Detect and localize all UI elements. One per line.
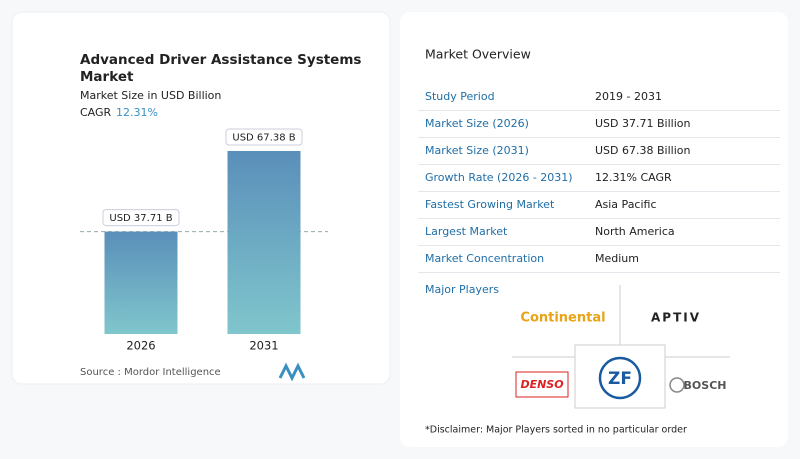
logo-aptiv: APTIV	[651, 311, 701, 325]
overview-label: Market Size (2026)	[425, 117, 529, 130]
denso-frame	[515, 371, 569, 398]
chart-subtitle: Market Size in USD Billion	[80, 89, 221, 102]
overview-value: 2019 - 2031	[595, 90, 662, 103]
logo-bosch: BOSCH	[684, 379, 727, 392]
value-label-box	[225, 128, 303, 146]
overview-value: Asia Pacific	[595, 198, 657, 211]
overview-title: Market Overview	[425, 47, 531, 62]
bar	[227, 151, 301, 334]
overview-label: Market Concentration	[425, 252, 544, 265]
overview-card	[400, 12, 788, 447]
overview-label: Study Period	[425, 90, 495, 103]
zf-circle	[598, 356, 642, 400]
value-label-box	[102, 209, 180, 227]
logo-continental: Continental	[520, 311, 605, 326]
x-tick-label: 2031	[249, 339, 278, 353]
logo-denso: DENSO	[520, 378, 563, 391]
overview-label: Growth Rate (2026 - 2031)	[425, 171, 573, 184]
x-tick-label: 2026	[126, 339, 155, 353]
overview-label: Market Size (2031)	[425, 144, 529, 157]
disclaimer: *Disclaimer: Major Players sorted in no …	[425, 425, 687, 436]
value-label: USD 37.71 B	[109, 213, 172, 224]
bosch-circle	[669, 377, 685, 393]
players-title: Major Players	[425, 283, 499, 296]
overview-value: USD 67.38 Billion	[595, 144, 690, 157]
overview-value: North America	[595, 225, 675, 238]
cagr-label: CAGR	[80, 106, 112, 119]
brand-logo	[278, 362, 306, 382]
logo-zf: ZF	[608, 369, 632, 389]
overview-label: Fastest Growing Market	[425, 198, 555, 211]
overview-value: USD 37.71 Billion	[595, 117, 690, 130]
chart-title: Advanced Driver Assistance Systems Marke…	[80, 52, 366, 85]
overview-value: Medium	[595, 252, 639, 265]
value-label: USD 67.38 B	[232, 133, 295, 144]
overview-label: Largest Market	[425, 225, 508, 238]
bar	[104, 231, 178, 334]
overview-value: 12.31% CAGR	[595, 171, 672, 184]
cagr-value: 12.31%	[116, 106, 158, 119]
source: Source : Mordor Intelligence	[80, 367, 221, 378]
